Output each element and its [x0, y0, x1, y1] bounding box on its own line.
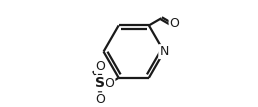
Text: O: O: [95, 93, 105, 106]
Text: O: O: [170, 17, 180, 30]
Text: O: O: [104, 77, 114, 90]
Text: N: N: [159, 45, 169, 58]
Text: S: S: [95, 76, 105, 90]
Text: O: O: [95, 60, 105, 73]
